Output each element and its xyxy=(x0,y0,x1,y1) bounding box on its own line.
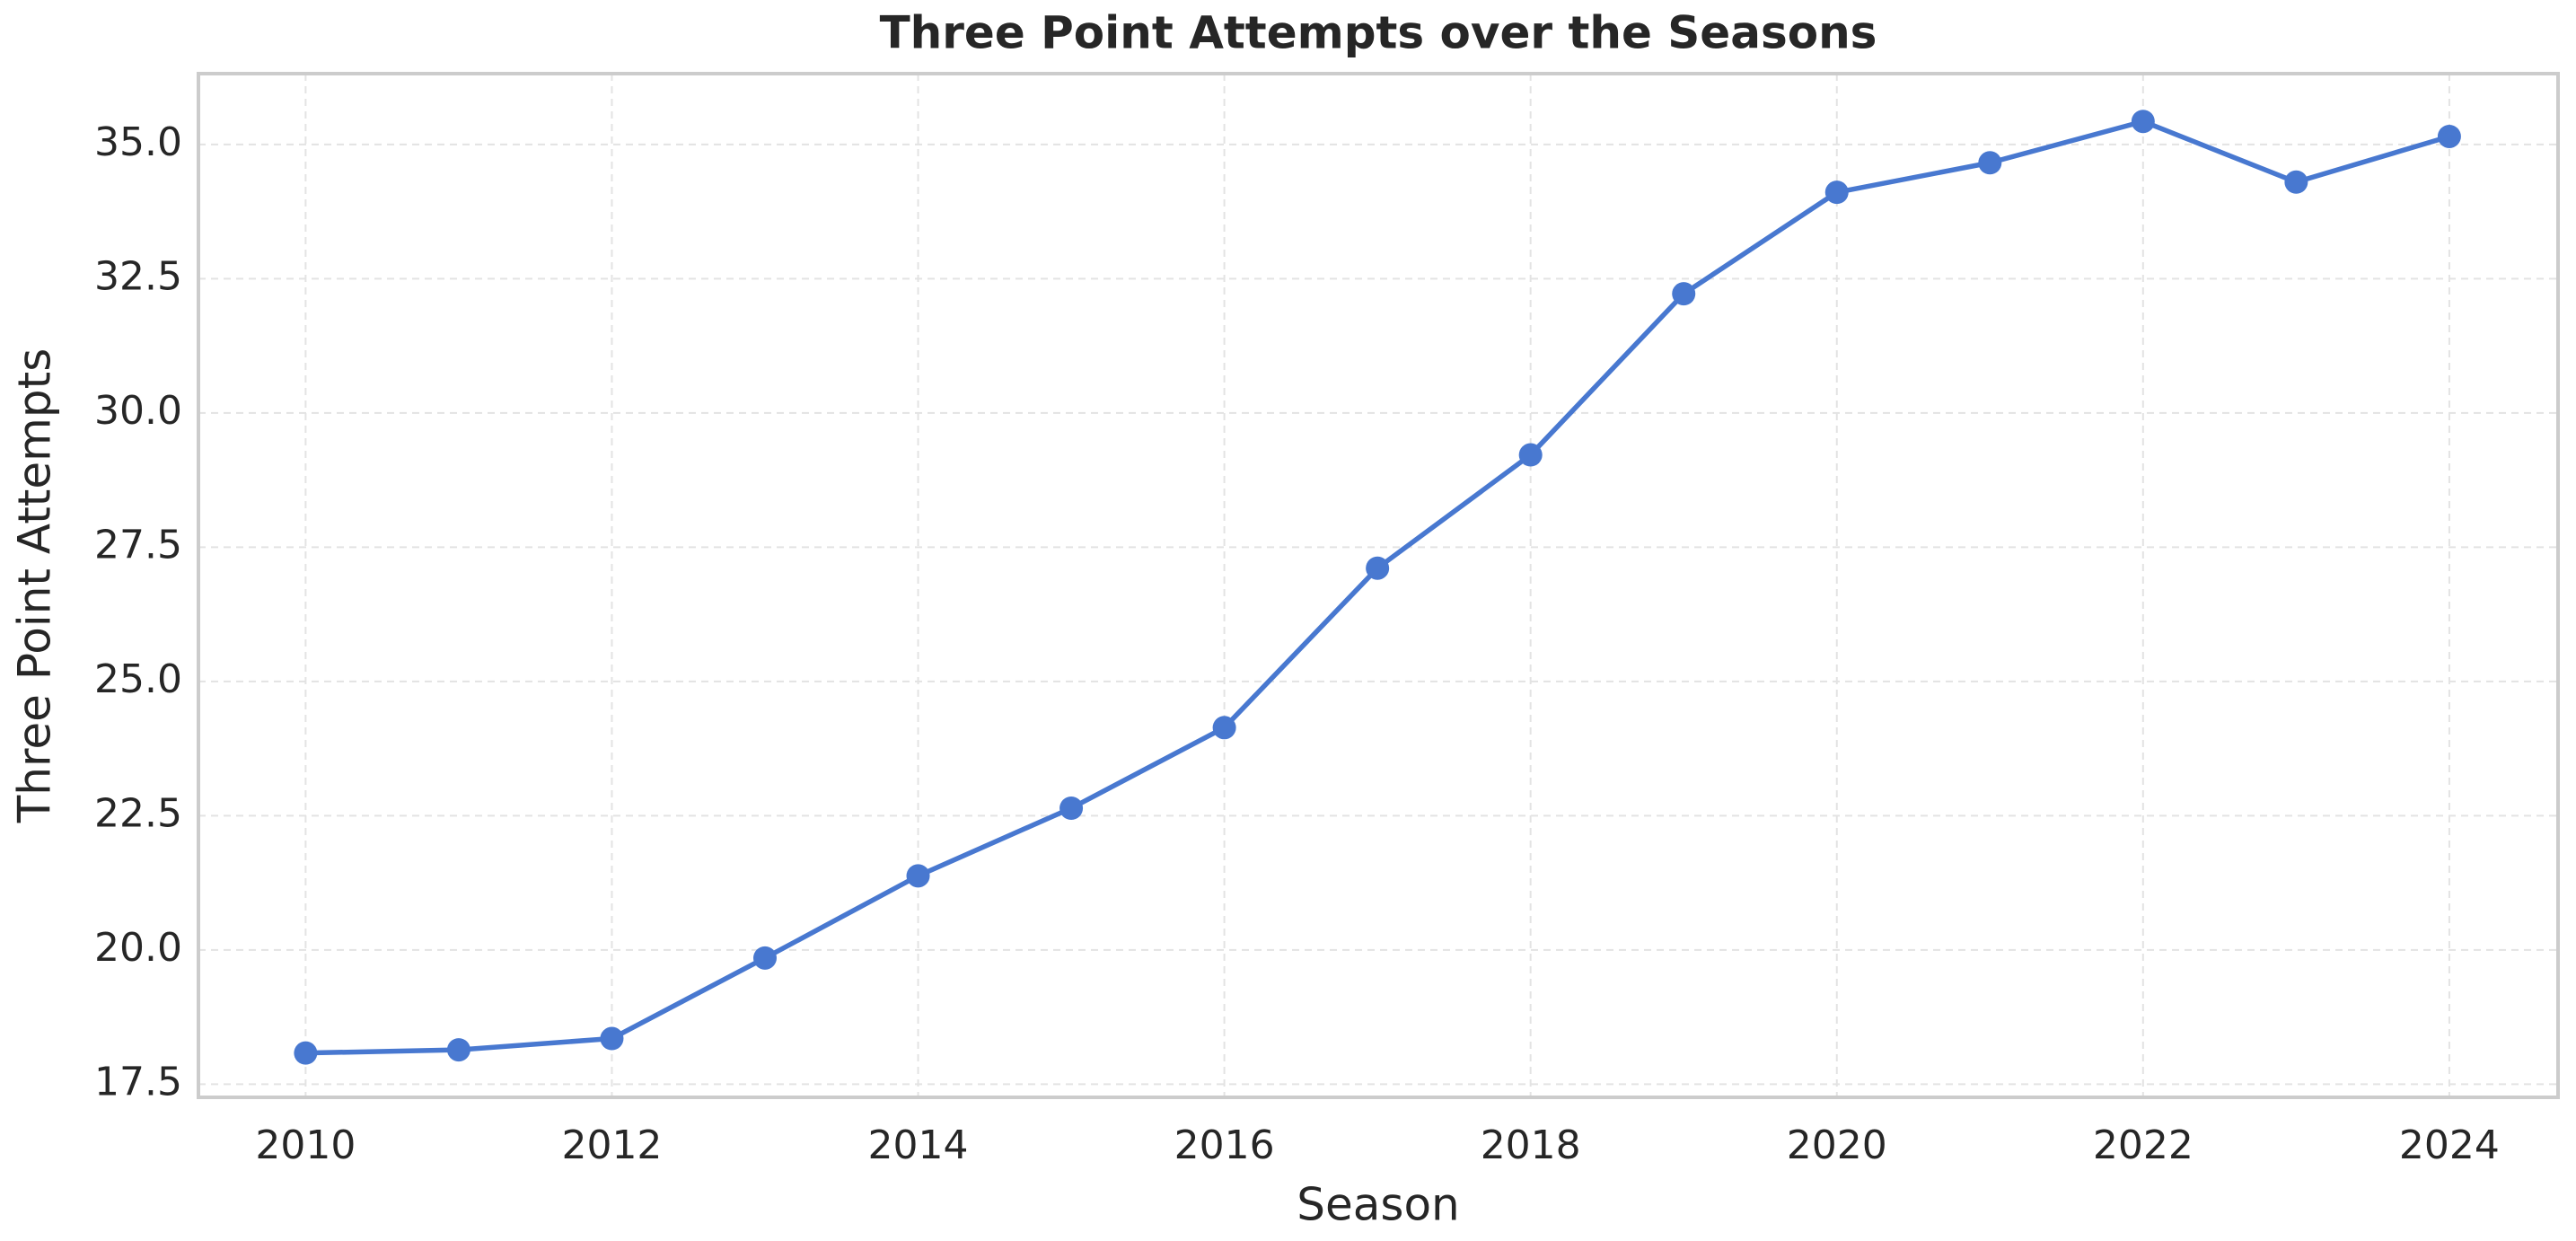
point xyxy=(752,946,777,970)
point xyxy=(906,864,930,888)
plot-frame xyxy=(197,72,2560,1099)
x-tick-label: 2024 xyxy=(2399,1122,2500,1168)
point xyxy=(1366,556,1390,580)
point xyxy=(1518,443,1543,467)
point xyxy=(1824,180,1849,205)
point xyxy=(600,1026,624,1051)
point xyxy=(294,1041,318,1065)
point xyxy=(1212,716,1236,740)
y-tick-label: 17.5 xyxy=(94,1059,182,1105)
line xyxy=(305,119,2450,1056)
x-tick-label: 2018 xyxy=(1481,1122,1581,1168)
y-tick-label: 27.5 xyxy=(94,522,182,568)
x-tick-label: 2020 xyxy=(1787,1122,1887,1168)
y-tick-label: 32.5 xyxy=(94,253,182,299)
y-tick-label: 30.0 xyxy=(94,388,182,434)
y-tick-label: 25.0 xyxy=(94,656,182,702)
x-axis-label: Season xyxy=(1297,1179,1459,1231)
point xyxy=(446,1038,470,1062)
y-axis-label: Three Point Attempts xyxy=(9,348,61,824)
x-tick-label: 2010 xyxy=(255,1122,356,1168)
y-tick-label: 22.5 xyxy=(94,790,182,836)
chart-title: Three Point Attempts over the Seasons xyxy=(880,7,1877,59)
x-tick-label: 2012 xyxy=(561,1122,662,1168)
x-tick-label: 2022 xyxy=(2093,1122,2194,1168)
x-tick-label: 2014 xyxy=(868,1122,969,1168)
x-tick-label: 2016 xyxy=(1174,1122,1275,1168)
point xyxy=(1672,282,1696,306)
point xyxy=(2284,170,2308,194)
point xyxy=(1978,151,2002,175)
point xyxy=(2131,110,2155,134)
point xyxy=(2437,124,2461,148)
point xyxy=(1059,797,1084,821)
y-tick-label: 20.0 xyxy=(94,925,182,971)
y-tick-label: 35.0 xyxy=(94,119,182,165)
